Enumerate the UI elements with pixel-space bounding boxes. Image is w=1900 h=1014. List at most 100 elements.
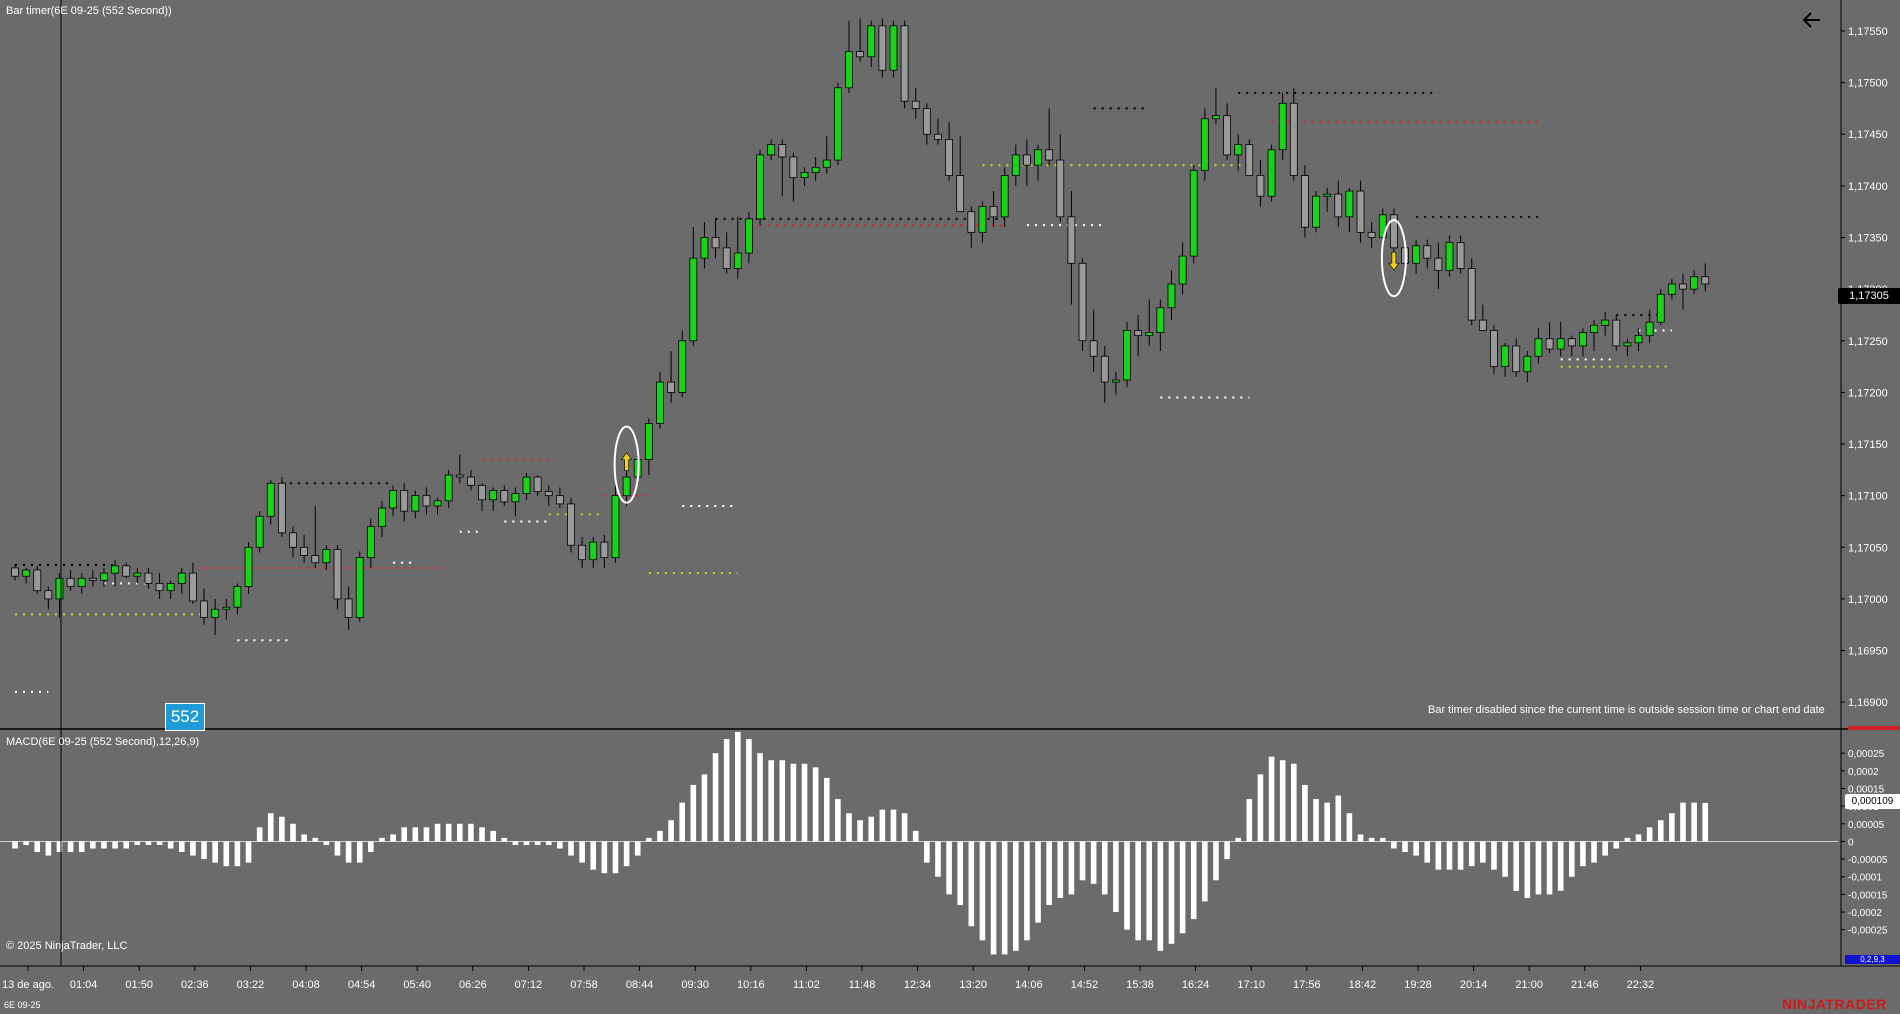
- macd-tick-label: -0,00025: [1848, 926, 1888, 937]
- macd-bar: [401, 827, 407, 842]
- up-candle: [867, 20, 876, 68]
- up-candle: [100, 567, 108, 587]
- price-tick-label: 1,17450: [1848, 129, 1888, 141]
- macd-bar: [1635, 834, 1642, 842]
- price-tick-label: 1,17400: [1848, 181, 1888, 193]
- down-candle: [277, 477, 286, 537]
- up-candle: [622, 469, 631, 506]
- up-candle: [233, 583, 242, 615]
- macd-bar: [857, 820, 863, 842]
- up-candle: [489, 487, 498, 512]
- down-candle: [967, 206, 976, 248]
- macd-bar: [623, 841, 630, 867]
- time-tick-label: 07:58: [570, 979, 598, 991]
- panel-frame: [0, 0, 1900, 967]
- up-candle: [222, 598, 231, 620]
- down-candle: [11, 564, 19, 581]
- macd-bar: [34, 841, 41, 853]
- macd-bar: [1402, 841, 1408, 853]
- down-candle: [1301, 165, 1309, 238]
- up-candle: [166, 580, 175, 599]
- back-arrow-icon[interactable]: [1800, 8, 1824, 32]
- down-candle: [667, 351, 675, 403]
- down-candle: [1356, 180, 1365, 243]
- macd-bar: [468, 823, 474, 842]
- time-tick-label: 20:14: [1460, 979, 1488, 991]
- macd-bar: [901, 813, 908, 842]
- down-candle: [311, 505, 320, 568]
- up-candle: [1534, 328, 1543, 364]
- up-candle: [978, 201, 987, 243]
- macd-bar: [1602, 841, 1608, 856]
- copyright-text: © 2025 NinjaTrader, LLC: [6, 940, 128, 952]
- bar-timer-badge: 552: [165, 703, 205, 731]
- down-candle: [289, 526, 297, 558]
- up-candle: [800, 167, 809, 186]
- down-candle: [66, 570, 75, 591]
- macd-bar: [679, 802, 685, 842]
- macd-bar: [1268, 756, 1275, 842]
- price-tick-label: 1,17100: [1848, 491, 1888, 503]
- down-candle: [1456, 235, 1465, 274]
- macd-bar: [1446, 841, 1453, 870]
- macd-bar: [45, 841, 52, 856]
- macd-bar: [334, 841, 341, 856]
- down-candle: [500, 485, 509, 506]
- down-candle: [1078, 258, 1087, 352]
- macd-bar: [1646, 827, 1653, 842]
- down-candle: [1478, 304, 1487, 331]
- up-candle: [1645, 309, 1654, 343]
- time-tick-label: 11:02: [793, 979, 820, 991]
- macd-bar: [256, 827, 263, 842]
- macd-value-marker: 0,000109: [1845, 794, 1900, 809]
- macd-bar: [457, 823, 463, 842]
- macd-tick-label: -0,0002: [1848, 908, 1882, 919]
- macd-bar: [968, 841, 975, 927]
- macd-bar: [1202, 841, 1208, 902]
- macd-bar: [1424, 841, 1431, 863]
- macd-bar: [1657, 820, 1664, 842]
- macd-bar: [1702, 802, 1709, 842]
- time-axis: 13 de ago. 01:04 01:50 02:36 03:22 04:08 04:54…: [2, 966, 1654, 991]
- price-panel-title: Bar timer(6E 09-25 (552 Second)): [6, 5, 172, 17]
- macd-bar: [590, 841, 597, 870]
- macd-bar: [1168, 841, 1175, 944]
- macd-bar: [1413, 841, 1419, 856]
- up-candle: [322, 545, 331, 571]
- macd-bar: [356, 841, 363, 863]
- macd-bar: [12, 841, 18, 849]
- up-candle: [822, 136, 831, 174]
- time-tick-label: 21:46: [1571, 979, 1599, 991]
- down-candle: [1679, 273, 1687, 310]
- macd-bar: [512, 841, 519, 845]
- macd-bar: [668, 820, 674, 842]
- down-candle: [1467, 258, 1476, 326]
- macd-bar: [1613, 841, 1620, 849]
- down-candle: [467, 469, 475, 491]
- down-candle: [922, 103, 931, 145]
- macd-bar: [823, 777, 830, 842]
- macd-bar: [290, 823, 296, 842]
- up-candle: [644, 418, 653, 476]
- macd-bar: [1591, 841, 1597, 863]
- down-candle: [778, 139, 787, 197]
- macd-bar: [1113, 841, 1119, 913]
- down-candle: [878, 18, 887, 78]
- macd-bar: [245, 841, 252, 863]
- down-candle: [422, 487, 431, 515]
- down-candle: [1223, 103, 1231, 161]
- down-candle: [1567, 335, 1576, 357]
- signal-ellipse: [1380, 219, 1407, 298]
- macd-bar: [501, 837, 508, 842]
- up-candle: [689, 227, 698, 346]
- macd-bar: [879, 809, 886, 842]
- down-candle: [956, 136, 965, 213]
- down-candle: [1334, 180, 1343, 228]
- macd-bar: [1569, 841, 1575, 877]
- macd-bar: [1457, 841, 1464, 870]
- down-candle: [300, 534, 309, 563]
- macd-tick-label: 0,0002: [1848, 767, 1879, 778]
- macd-tick-label: -0,00015: [1848, 890, 1888, 901]
- macd-bar: [412, 827, 419, 842]
